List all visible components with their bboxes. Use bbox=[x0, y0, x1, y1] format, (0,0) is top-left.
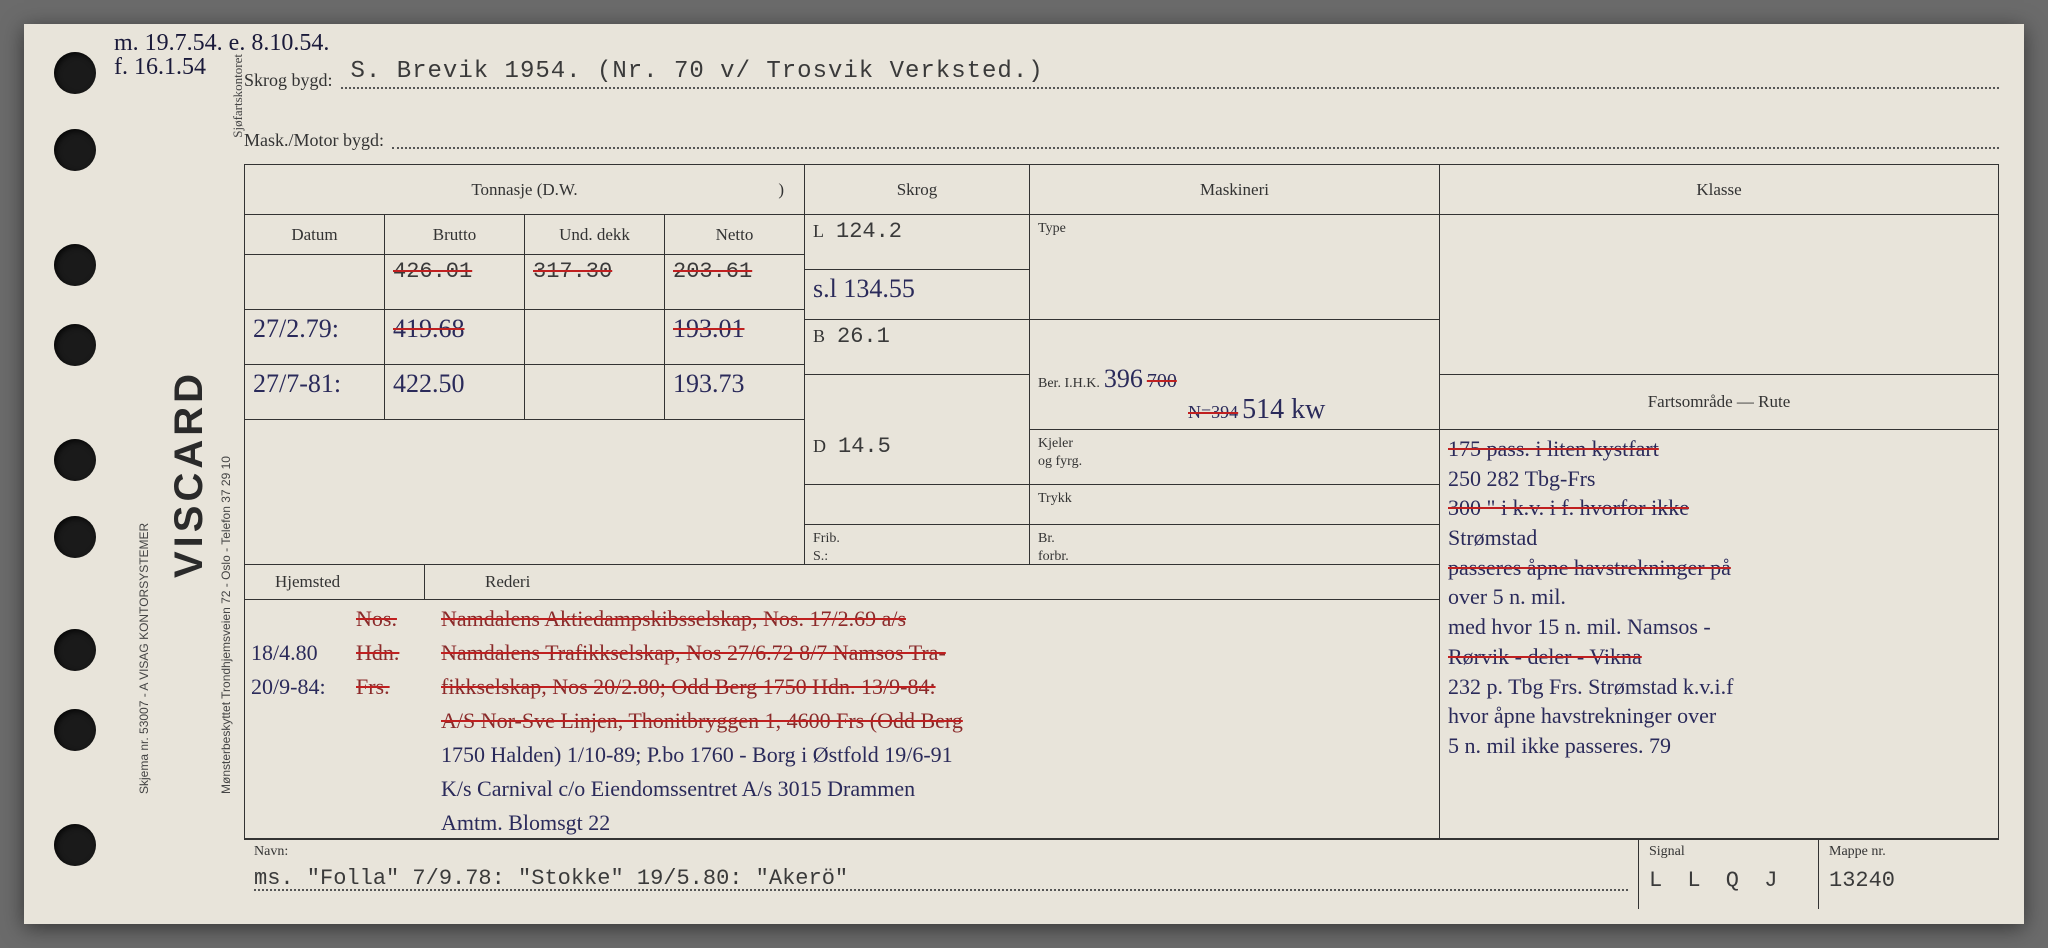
mask-ber: Ber. I.H.K. 396 700 N=394 514 kw bbox=[1030, 320, 1440, 430]
side-text-2: Mønsterbeskyttet Trondhjemsveien 72 - Os… bbox=[219, 144, 233, 794]
farts-line: passeres åpne havstrekninger på bbox=[1448, 553, 1990, 583]
farts-line: 250 282 Tbg-Frs bbox=[1448, 464, 1990, 494]
t-r2-brutto: 422.50 bbox=[385, 365, 525, 420]
farts-label: Fartsområde — Rute bbox=[1440, 375, 1998, 430]
skrog-D: D 14.5 bbox=[805, 430, 1030, 485]
t-r0-netto: 203.61 bbox=[665, 255, 805, 310]
mappe-cell: Mappe nr. 13240 bbox=[1819, 840, 1999, 909]
t-r0-und: 317.30 bbox=[525, 255, 665, 310]
rederi-text: 1750 Halden) 1/10-89; P.bo 1760 - Borg i… bbox=[441, 742, 1433, 768]
signal-label: Signal bbox=[1649, 844, 1808, 860]
navn-label: Navn: bbox=[254, 844, 1628, 860]
klasse-title: Klasse bbox=[1440, 165, 1998, 215]
side-text-1: Skjema nr. 53007 - A VISAG KONTORSYSTEME… bbox=[137, 144, 151, 794]
rederi-label: Rederi bbox=[425, 565, 1440, 600]
skrog-empty bbox=[805, 375, 1030, 430]
mask-type: Type bbox=[1030, 215, 1440, 320]
mask-br: Br. forbr. bbox=[1030, 525, 1440, 565]
motor-bygd-row: Mask./Motor bygd: bbox=[244, 111, 1999, 153]
rederi-row: Nos.Namdalens Aktiedampskibsselskap, Nos… bbox=[251, 602, 1433, 636]
farts-line: hvor åpne havstrekninger over bbox=[1448, 701, 1990, 731]
col-datum: Datum bbox=[245, 215, 385, 255]
skrog-bygd-label: Skrog bygd: bbox=[244, 70, 333, 93]
maskineri-title: Maskineri bbox=[1030, 165, 1440, 215]
skrog-title: Skrog bbox=[805, 165, 1030, 215]
t-r2-datum: 27/7-81: bbox=[245, 365, 385, 420]
skrog-L: L 124.2 bbox=[805, 215, 1030, 270]
data-grid: Tonnasje (D.W. ) Datum Brutto Und. dekk … bbox=[244, 164, 1999, 839]
skrog-B: B 26.1 bbox=[805, 320, 1030, 375]
farts-line: med hvor 15 n. mil. Namsos - bbox=[1448, 612, 1990, 642]
col-und: Und. dekk bbox=[525, 215, 665, 255]
skrog-empty2 bbox=[805, 485, 1030, 525]
farts-line: over 5 n. mil. bbox=[1448, 582, 1990, 612]
farts-line: Rørvik - deler - Vikna bbox=[1448, 642, 1990, 672]
farts-line: 5 n. mil ikke passeres. 79 bbox=[1448, 731, 1990, 761]
t-r2-und bbox=[525, 365, 665, 420]
punch-holes bbox=[24, 24, 134, 924]
klasse-empty bbox=[1440, 215, 1998, 375]
farts-content: 175 pass. i liten kystfart250 282 Tbg-Fr… bbox=[1440, 430, 1998, 838]
t-r1-datum: 27/2.79: bbox=[245, 310, 385, 365]
t-r0-datum bbox=[245, 255, 385, 310]
rederi-sted: Frs. bbox=[356, 674, 441, 700]
farts-line: Strømstad bbox=[1448, 523, 1990, 553]
t-r0-brutto: 426.01 bbox=[385, 255, 525, 310]
t-r2-netto: 193.73 bbox=[665, 365, 805, 420]
index-card: VISCARD Skjema nr. 53007 - A VISAG KONTO… bbox=[24, 24, 2024, 924]
rederi-text: Namdalens Aktiedampskibsselskap, Nos. 17… bbox=[441, 606, 1433, 632]
navn-value: ms. "Folla" 7/9.78: "Stokke" 19/5.80: "A… bbox=[254, 866, 848, 891]
rederi-row: Amtm. Blomsgt 22 bbox=[251, 806, 1433, 840]
brand-logo: VISCARD bbox=[167, 370, 212, 578]
t-r1-und bbox=[525, 310, 665, 365]
rederi-sted: Nos. bbox=[356, 606, 441, 632]
rederi-dato: 18/4.80 bbox=[251, 640, 356, 666]
motor-bygd-label: Mask./Motor bygd: bbox=[244, 130, 384, 153]
skrog-frib: Frib. S.: bbox=[805, 525, 1030, 565]
skrog-sl: s.l 134.55 bbox=[805, 270, 1030, 320]
rederi-row: 18/4.80Hdn.Namdalens Trafikkselskap, Nos… bbox=[251, 636, 1433, 670]
rederi-row: 1750 Halden) 1/10-89; P.bo 1760 - Borg i… bbox=[251, 738, 1433, 772]
farts-line: 300 " i k.v. i f. hvorfor ikke bbox=[1448, 493, 1990, 523]
signal-value: L L Q J bbox=[1649, 868, 1808, 893]
brand-strip: VISCARD Skjema nr. 53007 - A VISAG KONTO… bbox=[139, 24, 239, 924]
rederi-dato: 20/9-84: bbox=[251, 674, 356, 700]
rederi-body: Nos.Namdalens Aktiedampskibsselskap, Nos… bbox=[245, 600, 1440, 838]
skrog-bygd-row: Skrog bygd: S. Brevik 1954. (Nr. 70 v/ T… bbox=[244, 51, 1999, 93]
mask-kjeler: Kjeler og fyrg. bbox=[1030, 430, 1440, 485]
bottom-row: Navn: ms. "Folla" 7/9.78: "Stokke" 19/5.… bbox=[244, 839, 1999, 909]
rederi-text: A/S Nor-Sve Linjen, Thonitbryggen 1, 460… bbox=[441, 708, 1433, 734]
hjemsted-label: Hjemsted bbox=[245, 565, 425, 600]
rederi-row: A/S Nor-Sve Linjen, Thonitbryggen 1, 460… bbox=[251, 704, 1433, 738]
skrog-bygd-value: S. Brevik 1954. (Nr. 70 v/ Trosvik Verks… bbox=[351, 58, 1044, 85]
rederi-sted: Hdn. bbox=[356, 640, 441, 666]
mappe-label: Mappe nr. bbox=[1829, 844, 1989, 860]
rederi-row: K/s Carnival c/o Eiendomssentret A/s 301… bbox=[251, 772, 1433, 806]
navn-cell: Navn: ms. "Folla" 7/9.78: "Stokke" 19/5.… bbox=[244, 840, 1639, 909]
mappe-value: 13240 bbox=[1829, 868, 1989, 893]
form-body: m. 19.7.54. e. 8.10.54. f. 16.1.54 Skrog… bbox=[244, 39, 1999, 909]
rederi-text: Amtm. Blomsgt 22 bbox=[441, 810, 1433, 836]
tonnasje-empty bbox=[245, 420, 805, 565]
t-r1-netto: 193.01 bbox=[665, 310, 805, 365]
rederi-text: fikkselskap, Nos 20/2.80; Odd Berg 1750 … bbox=[441, 674, 1433, 700]
rederi-text: K/s Carnival c/o Eiendomssentret A/s 301… bbox=[441, 776, 1433, 802]
signal-cell: Signal L L Q J bbox=[1639, 840, 1819, 909]
tonnasje-title: Tonnasje (D.W. ) bbox=[245, 165, 805, 215]
farts-line: 175 pass. i liten kystfart bbox=[1448, 434, 1990, 464]
mask-trykk: Trykk bbox=[1030, 485, 1440, 525]
col-netto: Netto bbox=[665, 215, 805, 255]
rederi-text: Namdalens Trafikkselskap, Nos 27/6.72 8/… bbox=[441, 640, 1433, 666]
t-r1-brutto: 419.68 bbox=[385, 310, 525, 365]
rederi-row: 20/9-84:Frs.fikkselskap, Nos 20/2.80; Od… bbox=[251, 670, 1433, 704]
col-brutto: Brutto bbox=[385, 215, 525, 255]
farts-line: 232 p. Tbg Frs. Strømstad k.v.i.f bbox=[1448, 672, 1990, 702]
